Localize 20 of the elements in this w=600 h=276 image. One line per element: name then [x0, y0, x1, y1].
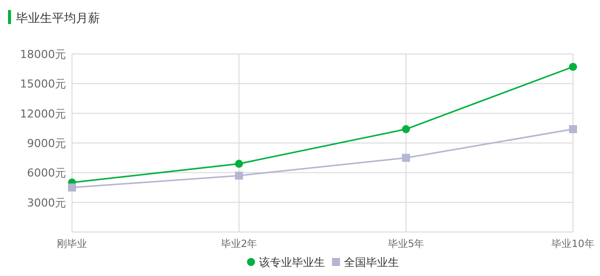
point — [68, 184, 76, 192]
y-tick-label: 15000元 — [20, 78, 66, 91]
x-tick-label: 毕业2年 — [220, 238, 258, 250]
y-tick-label: 18000元 — [20, 48, 66, 61]
y-tick-label: 12000元 — [20, 107, 66, 120]
point — [569, 62, 577, 71]
y-tick-label: 3000元 — [27, 196, 66, 210]
x-tick-label: 刚毕业 — [57, 238, 87, 250]
point — [402, 125, 410, 134]
point — [235, 172, 243, 180]
legend-label: 该专业毕业生 — [259, 256, 325, 269]
x-tick-label: 毕业5年 — [388, 238, 424, 250]
y-tick-label: 9000元 — [27, 137, 66, 150]
point — [235, 160, 243, 168]
legend-label: 全国毕业生 — [344, 256, 399, 269]
point — [569, 125, 577, 134]
title: 毕业生平均月薪 — [8, 10, 100, 25]
y-tick-label: 6000元 — [27, 166, 66, 180]
point — [402, 154, 410, 162]
x-tick-label: 毕业10年 — [552, 238, 594, 250]
